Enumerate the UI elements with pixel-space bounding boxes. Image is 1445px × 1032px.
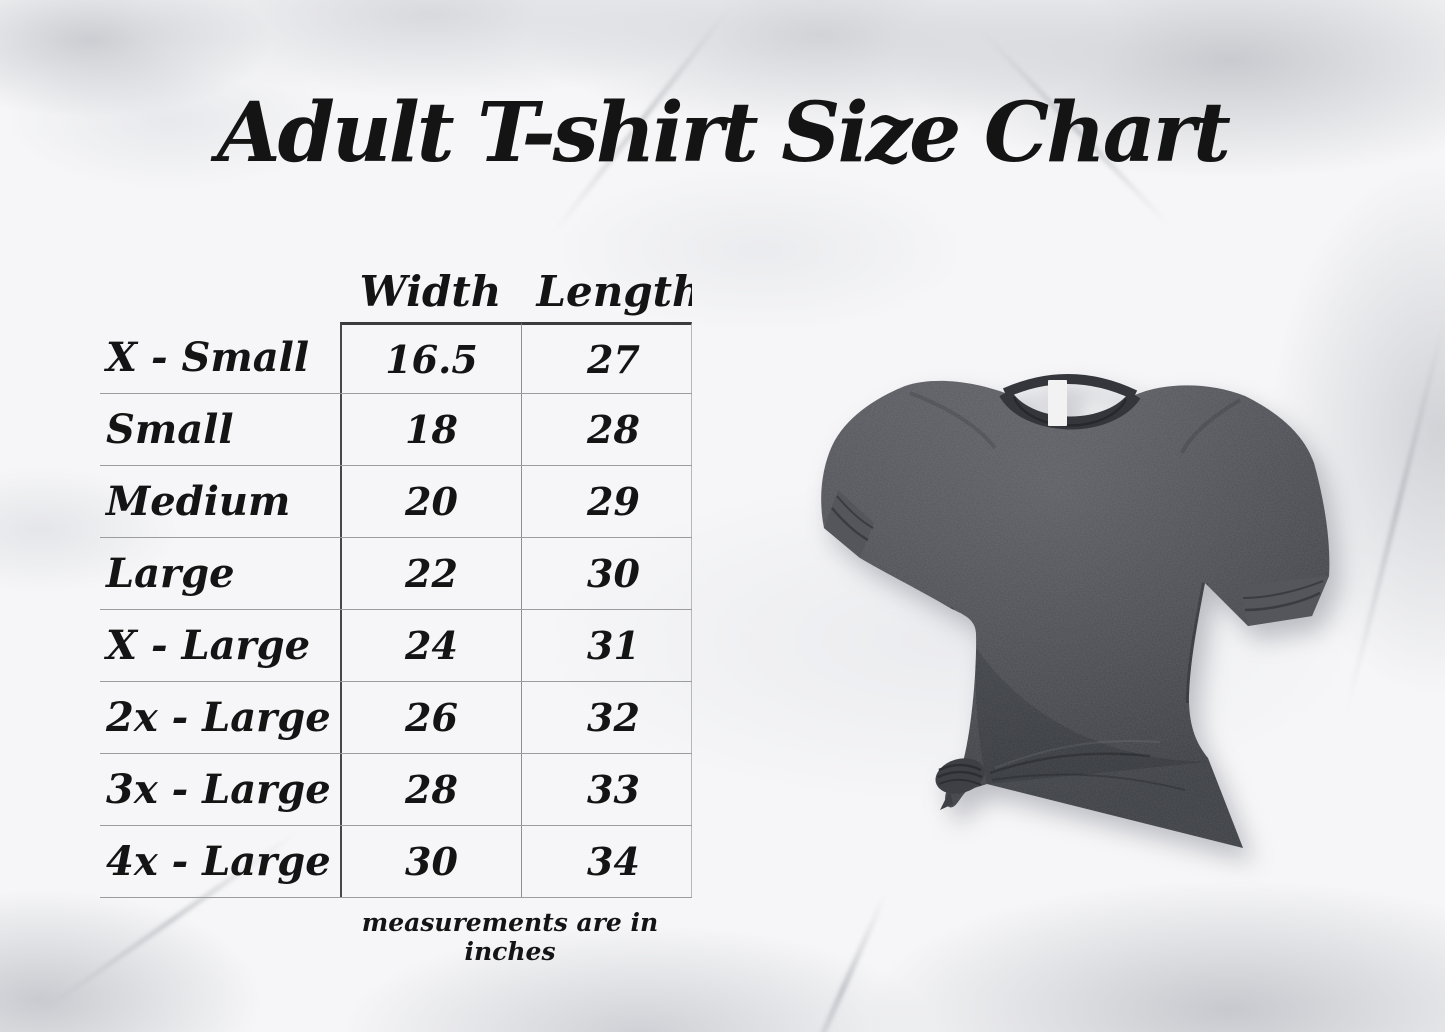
size-label: Medium — [106, 478, 291, 525]
table-row: Large 22 30 — [100, 538, 692, 610]
hem-knot — [935, 758, 985, 810]
tshirt-photo — [821, 374, 1330, 848]
length-value: 34 — [521, 826, 692, 897]
rolled-cuffs — [824, 490, 1329, 626]
width-value: 18 — [340, 394, 521, 465]
length-value: 31 — [521, 610, 692, 681]
size-label: X - Large — [106, 622, 311, 669]
length-value: 28 — [521, 394, 692, 465]
table-row: X - Large 24 31 — [100, 610, 692, 682]
table-row: 3x - Large 28 33 — [100, 754, 692, 826]
table-row: 2x - Large 26 32 — [100, 682, 692, 754]
width-value: 30 — [340, 826, 521, 897]
size-label: Small — [106, 406, 234, 453]
marble-vein — [795, 888, 890, 1032]
length-value: 33 — [521, 754, 692, 825]
page-title: Adult T-shirt Size Chart — [217, 85, 1231, 181]
table-row: Small 18 28 — [100, 394, 692, 466]
length-column-header: Length — [536, 267, 692, 316]
width-column-header: Width — [359, 267, 502, 316]
size-label: 4x - Large — [106, 838, 331, 885]
size-column-spacer — [100, 250, 340, 322]
width-value: 24 — [340, 610, 521, 681]
width-value: 16.5 — [340, 322, 521, 393]
size-label: Large — [106, 550, 235, 597]
table-row: X - Small 16.5 27 — [100, 322, 692, 394]
neck-tag — [1048, 380, 1067, 426]
table-row: Medium 20 29 — [100, 466, 692, 538]
size-label: X - Small — [106, 334, 310, 381]
width-value: 22 — [340, 538, 521, 609]
table-header-row: Width Length — [100, 250, 692, 322]
size-label: 3x - Large — [106, 766, 331, 813]
width-value: 26 — [340, 682, 521, 753]
table-row: 4x - Large 30 34 — [100, 826, 692, 898]
size-chart-table: Width Length X - Small 16.5 27 Small 18 … — [100, 250, 692, 898]
length-value: 30 — [521, 538, 692, 609]
collar — [999, 374, 1141, 430]
length-value: 32 — [521, 682, 692, 753]
width-value: 28 — [340, 754, 521, 825]
measurements-note: measurements are in inches — [361, 908, 659, 966]
width-value: 20 — [340, 466, 521, 537]
size-label: 2x - Large — [106, 694, 331, 741]
length-value: 27 — [521, 322, 692, 393]
length-value: 29 — [521, 466, 692, 537]
